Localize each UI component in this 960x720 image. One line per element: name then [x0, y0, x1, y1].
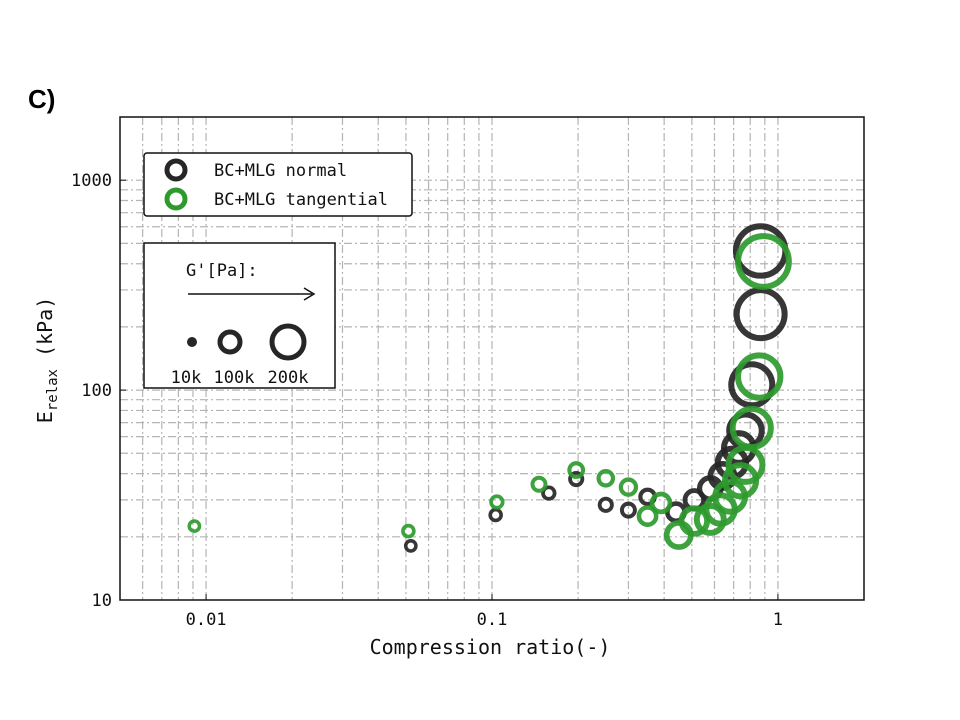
tangential-point	[596, 469, 616, 488]
y-axis-label: Erelax (kPa)	[33, 297, 61, 423]
x-axis-label: Compression ratio(-)	[370, 635, 611, 659]
tangential-point	[729, 405, 774, 451]
size-label-100k: 100k	[214, 368, 255, 388]
tangential-point	[693, 502, 727, 536]
size-marker-100k	[217, 329, 243, 355]
size-legend-box	[143, 242, 336, 389]
normal-point	[488, 507, 503, 523]
normal-point	[568, 470, 585, 488]
tangential-point	[618, 477, 639, 497]
data-points	[187, 223, 792, 553]
tangential-point	[663, 520, 694, 550]
size-label-10k: 10k	[171, 368, 202, 388]
size-marker-200k	[269, 323, 307, 361]
x-tick-label: 0.1	[477, 610, 508, 630]
normal-point	[541, 485, 557, 501]
tangential-point	[734, 352, 784, 401]
y-label-sub: relax	[45, 369, 61, 411]
x-tick-label: 1	[773, 610, 783, 630]
legend-label-tangential: BC+MLG tangential	[214, 190, 388, 210]
tangential-point	[678, 505, 711, 537]
normal-point	[728, 361, 776, 409]
size-legend: G'[Pa]: 10k 100k 200k	[143, 242, 336, 389]
series-legend: BC+MLG normal BC+MLG tangential	[143, 152, 413, 217]
y-tick-label: 100	[81, 381, 112, 401]
tangential-point	[187, 519, 202, 533]
tangential-point	[636, 505, 659, 527]
normal-point	[403, 539, 418, 553]
y-tick-label: 10	[92, 591, 112, 611]
tangential-point	[735, 233, 792, 290]
legend-label-normal: BC+MLG normal	[214, 161, 347, 181]
legend-marker-normal	[164, 158, 188, 182]
tangential-point	[649, 491, 673, 515]
arrow-head-icon	[303, 287, 316, 301]
normal-point	[733, 287, 788, 342]
tangential-point	[489, 494, 505, 510]
tangential-point	[567, 461, 586, 479]
axis-ticks: 0.01 0.1 1 10 100 1000	[71, 171, 783, 630]
size-label-200k: 200k	[268, 368, 309, 388]
normal-point	[619, 501, 637, 519]
tangential-point	[530, 475, 548, 493]
size-legend-title: G'[Pa]:	[186, 261, 258, 281]
x-tick-label: 0.01	[186, 610, 227, 630]
legend-box	[143, 152, 413, 217]
normal-point	[597, 496, 614, 513]
y-label-main: E	[33, 411, 57, 423]
panel-label: C)	[28, 84, 56, 114]
y-tick-label: 1000	[71, 171, 112, 191]
size-marker-10k	[187, 337, 197, 347]
tangential-point	[401, 523, 416, 539]
y-label-unit: (kPa)	[33, 297, 57, 369]
legend-marker-tangential	[164, 187, 188, 211]
